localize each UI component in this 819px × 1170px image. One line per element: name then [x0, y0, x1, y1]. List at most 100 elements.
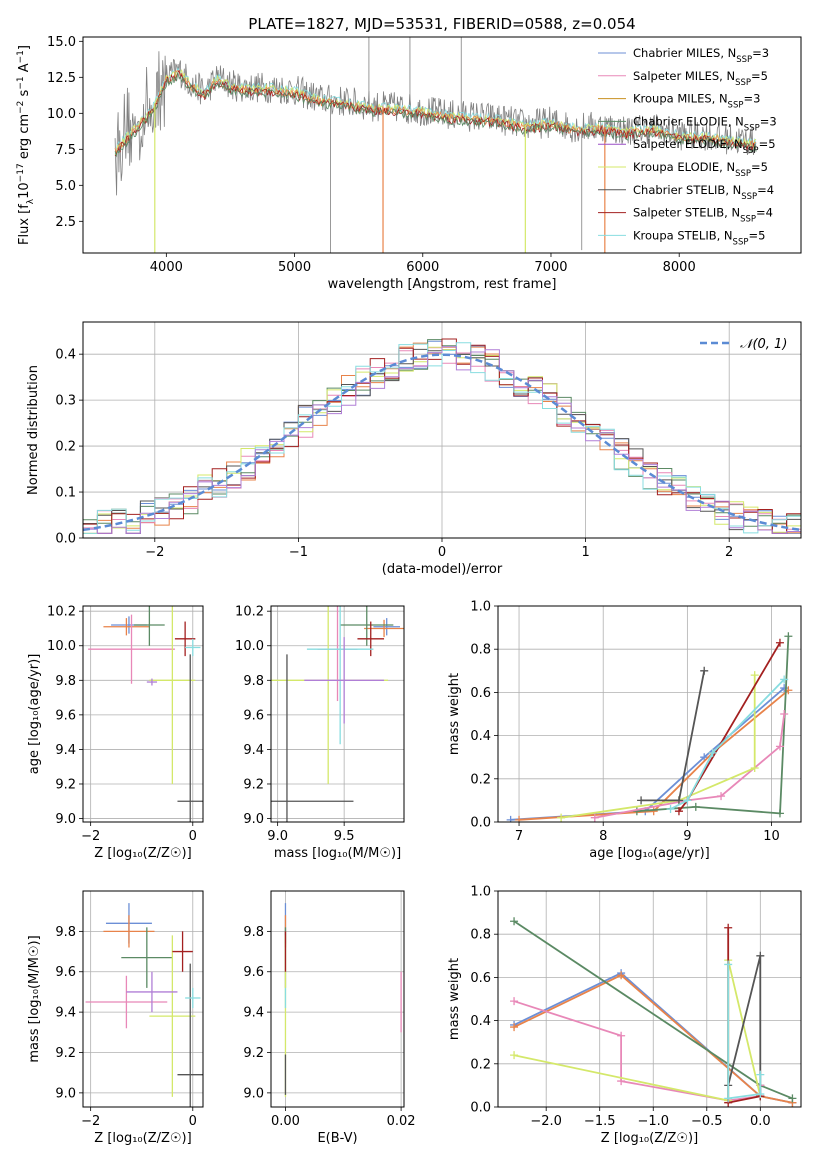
- y-tick-label: 9.2: [243, 777, 264, 792]
- mass-weight-marker: [788, 1094, 797, 1103]
- y-axis-label: Flux [fλ10−17 erg cm−2 s−1 A−1]: [16, 45, 36, 245]
- legend-entry: 𝒩(0, 1): [740, 337, 787, 352]
- mass-weight-series-line: [670, 678, 785, 810]
- mass-weight-marker: [557, 813, 566, 822]
- axes-frame: [270, 605, 405, 823]
- y-tick-label: 0.0: [470, 1101, 491, 1116]
- x-axis-label: mass [log₁₀(M/M☉)]: [274, 846, 401, 861]
- y-tick-label: 9.6: [243, 965, 264, 980]
- y-tick-label: 9.0: [243, 812, 264, 827]
- y-tick-label: 0.0: [55, 532, 76, 547]
- mass-weight-marker: [510, 1051, 519, 1060]
- mass-weight-marker: [700, 666, 709, 675]
- y-tick-label: 12.5: [47, 71, 76, 86]
- y-tick-label: 1.0: [470, 885, 491, 900]
- y-tick-label: 0.6: [470, 971, 491, 986]
- mass-weight-marker: [780, 675, 789, 684]
- mass-weight-marker: [691, 802, 700, 811]
- y-tick-label: 0.4: [470, 729, 491, 744]
- y-axis-label: mass [log₁₀(M/M☉)]: [27, 935, 42, 1062]
- panel-age-vs-mass: 9.0 9.5 9.0 9.2 9.4 9.6 9.8 10.0 10.2 mass [log₁₀…: [235, 605, 405, 861]
- x-tick-label: −1.0: [637, 1114, 669, 1129]
- mass-weight-marker: [506, 815, 515, 822]
- mass-weight-marker: [649, 807, 658, 816]
- mass-weight-marker: [637, 796, 646, 805]
- y-tick-label: 0.4: [470, 1014, 491, 1029]
- chart-title: PLATE=1827, MJD=53531, FIBERID=0588, z=0…: [248, 15, 635, 33]
- mass-weight-marker: [510, 997, 519, 1006]
- panel-weight-vs-age: 7 8 9 10 0.0 0.2 0.4 0.6 0.8 1.0 age [log₁₀(age/yr…: [447, 600, 802, 861]
- mass-weight-marker: [510, 1023, 519, 1032]
- observed-spectrum-line: [114, 51, 757, 196]
- x-tick-label: −0.5: [691, 1114, 723, 1129]
- mass-weight-series-line: [560, 675, 756, 819]
- panel-mass-vs-ebv: 0.00 0.02 9.0 9.2 9.4 9.6 9.8 E(B-V): [243, 890, 416, 1146]
- axes-frame: [82, 321, 802, 539]
- mass-weight-marker: [780, 710, 789, 718]
- x-axis-label: Z [log₁₀(Z/Z☉)]: [601, 1131, 698, 1146]
- y-tick-label: 2.5: [55, 215, 76, 230]
- mass-weight-marker: [510, 917, 519, 926]
- plot-area: [498, 606, 801, 822]
- y-tick-label: 10.0: [47, 107, 76, 122]
- plot-area: [271, 606, 404, 822]
- x-tick-label: 2: [725, 545, 733, 560]
- y-tick-label: 9.8: [243, 674, 264, 689]
- y-axis-label: Normed distribution: [26, 365, 41, 495]
- legend-entry: Chabrier ELODIE, NSSP=3: [633, 114, 777, 133]
- x-axis-label: wavelength [Angstrom, rest frame]: [328, 277, 557, 292]
- y-axis-label: mass weight: [447, 673, 462, 755]
- x-tick-label: 5000: [278, 260, 311, 275]
- mass-weight-marker: [775, 809, 784, 818]
- y-tick-label: 0.2: [55, 440, 76, 455]
- residual-histogram-step: [83, 342, 801, 534]
- legend-entry: Kroupa MILES, NSSP=3: [633, 92, 760, 111]
- mass-weight-marker: [590, 813, 599, 822]
- x-tick-label: 0: [189, 829, 197, 844]
- y-tick-label: 0.0: [470, 816, 491, 831]
- y-tick-label: 9.0: [55, 812, 76, 827]
- x-tick-label: 7: [515, 829, 523, 844]
- spectrum-legend: Chabrier MILES, NSSP=3 Salpeter MILES, NS…: [598, 46, 777, 247]
- plot-area: [83, 891, 203, 1107]
- y-tick-label: 9.4: [243, 743, 264, 758]
- mass-weight-marker: [724, 923, 733, 932]
- mass-weight-marker: [674, 807, 683, 816]
- y-tick-label: 0.2: [470, 772, 491, 787]
- x-axis-label: E(B-V): [317, 1131, 357, 1146]
- y-tick-label: 9.8: [55, 674, 76, 689]
- mass-weight-marker: [724, 1094, 733, 1103]
- axes-frame: [82, 605, 204, 823]
- x-axis-label: (data-model)/error: [382, 562, 503, 577]
- legend-entry: Chabrier MILES, NSSP=3: [633, 46, 769, 65]
- x-tick-label: 1: [581, 545, 589, 560]
- mass-weight-series-line: [594, 713, 786, 819]
- normal-curve-dashed: [83, 353, 801, 532]
- y-tick-label: 0.8: [470, 643, 491, 658]
- mass-weight-marker: [708, 748, 717, 757]
- y-tick-label: 9.4: [243, 1006, 264, 1021]
- x-tick-label: 9: [683, 829, 691, 844]
- mass-weight-marker: [775, 742, 784, 751]
- legend-entry: Kroupa STELIB, NSSP=5: [633, 228, 765, 247]
- mass-weight-series-line: [513, 974, 793, 1104]
- y-tick-label: 9.8: [55, 925, 76, 940]
- y-tick-label: 9.4: [55, 743, 76, 758]
- legend-entry: Chabrier STELIB, NSSP=4: [633, 183, 774, 202]
- plot-area: [498, 891, 801, 1107]
- mass-weight-marker: [750, 671, 759, 680]
- x-axis-label: age [log₁₀(age/yr)]: [589, 846, 710, 861]
- mass-weight-marker: [700, 753, 709, 762]
- y-tick-label: 7.5: [55, 143, 76, 158]
- y-tick-label: 0.4: [55, 348, 76, 363]
- legend-entry: Salpeter ELODIE, NSSP=5: [633, 137, 776, 156]
- x-tick-label: 0: [438, 545, 446, 560]
- axes-frame: [82, 890, 204, 1108]
- plot-area: [83, 606, 203, 822]
- model-spectrum-line: [114, 72, 757, 158]
- x-tick-label: 6000: [406, 260, 439, 275]
- y-tick-label: 1.0: [470, 600, 491, 615]
- x-tick-label: 8: [599, 829, 607, 844]
- mass-weight-marker: [724, 960, 733, 969]
- x-tick-label: 0.02: [387, 1114, 416, 1129]
